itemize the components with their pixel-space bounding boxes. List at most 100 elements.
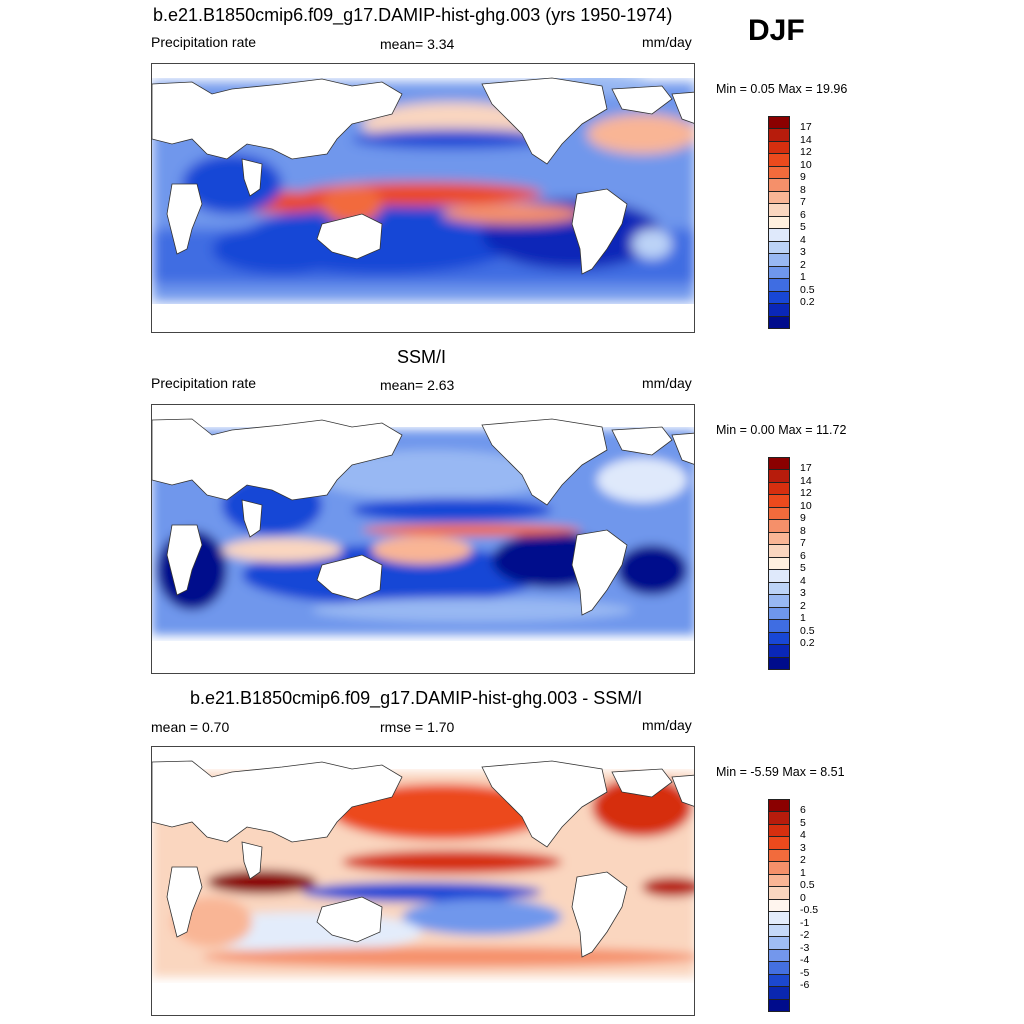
panel-3-colorbar-label: -2 (800, 929, 810, 942)
panel-2-colorbar-swatch (768, 519, 790, 533)
panel-1-colorbar-label: 0.2 (800, 296, 815, 309)
panel-1-colorbar-swatch (768, 128, 790, 142)
panel-3-colorbar-swatch (768, 823, 790, 838)
panel-1-colorbar-label: 3 (800, 246, 806, 259)
panel-2-colorbar-label: 10 (800, 499, 812, 512)
panel-2-colorbar-swatch (768, 506, 790, 521)
panel-2-colorbar-label: 7 (800, 537, 806, 550)
panel-1-colorbar-label: 14 (800, 133, 812, 146)
panel-2-colorbar-label: 5 (800, 562, 806, 575)
panel-1-colorbar-label: 10 (800, 158, 812, 171)
panel-2-colorbar-swatch (768, 481, 790, 496)
panel-2-colorbar-swatch (768, 531, 790, 546)
panel-3-colorbar-label: -0.5 (800, 904, 819, 917)
panel-3-colorbar-label: 4 (800, 829, 806, 842)
panel-1-colorbar-label: 8 (800, 183, 806, 196)
panel-2-colorbar-label: 9 (800, 512, 806, 525)
panel-2-colorbar-label: 4 (800, 574, 806, 587)
panel-2-continents (152, 418, 694, 616)
panel-1-title: b.e21.B1850cmip6.f09_g17.DAMIP-hist-ghg.… (153, 5, 673, 25)
panel-3-colorbar-swatch (768, 898, 790, 913)
panel-3-colorbar-swatch (768, 948, 790, 963)
panel-3-colorbar-swatch (768, 861, 790, 875)
panel-1-colorbar-swatch (768, 290, 790, 305)
panel-2-mean-label: mean= 2.63 (380, 377, 455, 393)
panel-3-units-label: mm/day (642, 717, 692, 733)
panel-3-colorbar-label: 0 (800, 891, 806, 904)
panel-2-colorbar-swatch (768, 606, 790, 621)
panel-3-colorbar-swatch (768, 799, 790, 813)
panel-2-colorbar-label: 6 (800, 549, 806, 562)
panel-3-colorbar-swatch (768, 973, 790, 988)
panel-2-colorbar-swatch (768, 644, 790, 658)
panel-1-colorbar-label: 5 (800, 221, 806, 234)
panel-2-colorbar-label: 3 (800, 587, 806, 600)
panel-2-colorbar-swatch (768, 581, 790, 596)
panel-2-colorbar-swatch (768, 656, 790, 670)
panel-2-colorbar-label: 17 (800, 462, 812, 475)
panel-1-colorbar-swatch (768, 190, 790, 205)
panel-1-colorbar-swatch (768, 116, 790, 130)
panel-3-rmse-label: rmse = 1.70 (380, 719, 455, 735)
panel-3-colorbar-label: 0.5 (800, 879, 815, 892)
panel-1-units-label: mm/day (642, 34, 692, 50)
panel-1-colorbar-swatch (768, 178, 790, 192)
panel-3-colorbar-label: 3 (800, 841, 806, 854)
panel-1-colorbar-swatch (768, 253, 790, 267)
panel-3-minmax-label: Min = -5.59 Max = 8.51 (716, 765, 845, 779)
panel-2-colorbar-swatch (768, 457, 790, 471)
panel-2-colorbar-swatch (768, 619, 790, 633)
panel-1-colorbar-label: 12 (800, 146, 812, 159)
panel-3-colorbar-label: -1 (800, 916, 810, 929)
panel-2-colorbar-swatch (768, 544, 790, 558)
panel-1-colorbar (768, 116, 790, 329)
panel-3-colorbar-swatch (768, 923, 790, 938)
panel-2-units-label: mm/day (642, 375, 692, 391)
panel-1-colorbar-swatch (768, 165, 790, 180)
panel-1-colorbar-swatch (768, 265, 790, 280)
panel-3-colorbar-swatch (768, 848, 790, 863)
panel-2-colorbar-swatch (768, 569, 790, 583)
panel-3-colorbar-swatch (768, 873, 790, 888)
panel-1-colorbar-label: 7 (800, 196, 806, 209)
panel-3-colorbar-label: -6 (800, 979, 810, 992)
panel-1-continents (152, 77, 694, 275)
panel-1-colorbar-label: 2 (800, 258, 806, 271)
panel-2-precip-field (152, 430, 694, 635)
panel-2-title: SSM/I (397, 347, 447, 367)
panel-3-colorbar-swatch (768, 961, 790, 975)
panel-1-left-label: Precipitation rate (151, 34, 257, 50)
panel-3-colorbar-swatch (768, 998, 790, 1012)
panel-1-colorbar-swatch (768, 153, 790, 167)
panel-3-colorbar-swatch (768, 936, 790, 950)
panel-2-colorbar-swatch (768, 556, 790, 571)
panel-2-colorbar-label: 1 (800, 612, 806, 625)
season-label: DJF (748, 14, 805, 47)
panel-3-title: b.e21.B1850cmip6.f09_g17.DAMIP-hist-ghg.… (190, 688, 643, 708)
panel-3-mean-label: mean = 0.70 (151, 719, 230, 735)
panel-2-colorbar-label: 0.5 (800, 624, 815, 637)
panel-1-colorbar-label: 6 (800, 208, 806, 221)
panel-3-colorbar-swatch (768, 836, 790, 850)
panel-1-colorbar-swatch (768, 140, 790, 155)
panel-1-colorbar-label: 17 (800, 121, 812, 134)
panel-3-colorbar-label: 2 (800, 854, 806, 867)
panel-3-map (151, 746, 695, 1016)
panel-1-colorbar-swatch (768, 203, 790, 217)
panel-1-mean-label: mean= 3.34 (380, 36, 455, 52)
panel-1-colorbar-swatch (768, 303, 790, 317)
panel-2-colorbar-label: 0.2 (800, 637, 815, 650)
panel-2-colorbar-swatch (768, 594, 790, 608)
panel-3-colorbar-label: -4 (800, 954, 810, 967)
panel-1-map (151, 63, 695, 333)
panel-3-colorbar-swatch (768, 986, 790, 1000)
panel-3-colorbar-label: -3 (800, 941, 810, 954)
panel-1-colorbar-label: 4 (800, 233, 806, 246)
panel-2-colorbar-label: 14 (800, 474, 812, 487)
panel-3-continents (152, 760, 694, 958)
panel-3-colorbar-swatch (768, 911, 790, 925)
panel-1-minmax-label: Min = 0.05 Max = 19.96 (716, 82, 848, 96)
panel-2-colorbar-label: 2 (800, 599, 806, 612)
panel-1-colorbar-label: 1 (800, 271, 806, 284)
panel-3-colorbar (768, 799, 790, 1012)
